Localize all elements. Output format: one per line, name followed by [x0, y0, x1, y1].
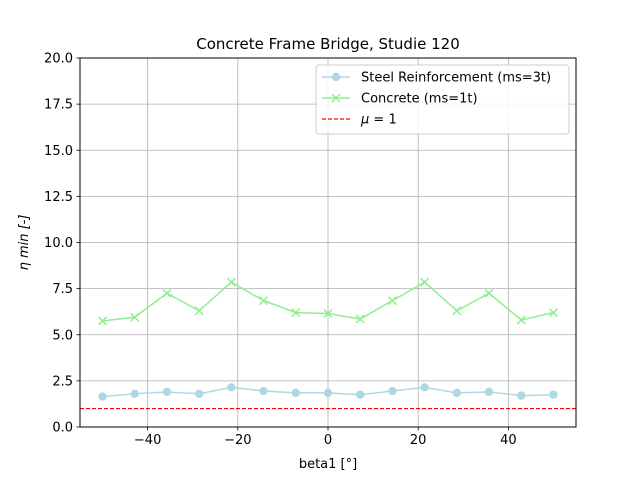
- data-point-concrete: [98, 316, 108, 326]
- legend-marker-steel: [331, 72, 341, 82]
- data-point-steel: [484, 387, 494, 397]
- series-steel: [98, 383, 558, 401]
- data-point-concrete: [548, 308, 558, 318]
- data-point-concrete: [130, 312, 140, 322]
- y-tick-label: 0.0: [52, 421, 73, 436]
- y-tick-label: 17.5: [44, 98, 73, 113]
- data-point-steel: [227, 383, 236, 392]
- y-axis-label: η min [-]: [17, 215, 32, 271]
- series-concrete: [98, 277, 558, 326]
- legend: Steel Reinforcement (ms=3t) Concrete (ms…: [315, 64, 570, 135]
- chart-title: Concrete Frame Bridge, Studie 120: [196, 35, 460, 53]
- data-point-steel: [130, 389, 139, 398]
- data-point-concrete: [323, 309, 333, 319]
- data-point-steel: [355, 390, 365, 399]
- legend-label-mu: μ = 1: [360, 113, 397, 128]
- data-point-concrete: [162, 288, 172, 298]
- legend-box: [315, 64, 570, 135]
- data-point-steel: [162, 387, 172, 397]
- data-point-steel: [259, 386, 268, 396]
- y-tick-label: 15.0: [44, 144, 73, 159]
- data-point-concrete: [420, 277, 430, 287]
- legend-label-concrete: Concrete (ms=1t): [361, 92, 478, 107]
- data-point-concrete: [516, 315, 526, 325]
- y-tick-label: 20.0: [44, 52, 73, 67]
- x-tick-label: 20: [410, 433, 427, 448]
- y-tick-label: 10.0: [44, 236, 73, 251]
- data-point-concrete: [452, 306, 462, 316]
- data-point-steel: [517, 391, 526, 400]
- data-point-concrete: [194, 306, 204, 316]
- data-point-concrete: [291, 308, 301, 318]
- data-point-concrete: [226, 277, 236, 287]
- data-point-steel: [194, 389, 204, 398]
- data-point-steel: [98, 392, 107, 401]
- x-tick-label: 40: [500, 433, 517, 448]
- x-tick-label: −40: [134, 433, 161, 448]
- legend-label-mu-symbol: μ: [360, 113, 369, 128]
- y-tick-label: 5.0: [52, 328, 73, 343]
- legend-label-mu-value: = 1: [369, 113, 396, 128]
- ticks: −40 −20 0 20 40 0.0 2.5 5.0 7.5 10.0 12.5 15.0 17.5 2…: [44, 52, 517, 449]
- legend-label-steel: Steel Reinforcement (ms=3t): [361, 71, 551, 86]
- data-point-steel: [549, 390, 558, 399]
- data-point-steel: [388, 386, 397, 396]
- legend-marker-concrete: [331, 93, 341, 103]
- x-tick-label: 0: [324, 433, 332, 448]
- data-point-concrete: [484, 288, 494, 298]
- y-tick-label: 2.5: [52, 374, 73, 389]
- data-point-steel: [323, 388, 333, 398]
- x-tick-label: −20: [224, 433, 251, 448]
- series-layer: [98, 277, 558, 401]
- data-point-steel: [452, 388, 462, 398]
- data-point-concrete: [387, 296, 397, 306]
- y-tick-label: 12.5: [44, 190, 73, 205]
- x-axis-label: beta1 [°]: [299, 457, 357, 472]
- data-point-concrete: [259, 296, 269, 306]
- data-point-steel: [291, 388, 301, 398]
- data-point-steel: [420, 383, 429, 392]
- y-tick-label: 7.5: [52, 282, 73, 297]
- data-point-concrete: [355, 314, 365, 324]
